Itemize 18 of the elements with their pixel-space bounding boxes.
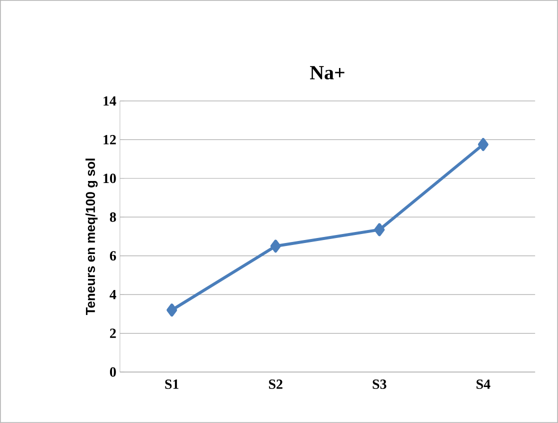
point [270, 240, 281, 253]
y-tick-label: 10 [104, 174, 116, 184]
chart-title: Na+ [310, 66, 344, 80]
point [166, 304, 178, 317]
y-tick-label: 8 [110, 212, 116, 222]
y-axis-title: Teneurs en meq/100 g sol [85, 158, 98, 316]
x-tick-label: S1 [165, 380, 178, 389]
y-tick-label: 4 [110, 290, 116, 300]
x-tick-label: S4 [476, 380, 490, 389]
x-tick-label: S2 [269, 380, 282, 389]
y-tick-label: 0 [110, 367, 116, 377]
y-tick-label: 2 [110, 328, 116, 338]
y-tick-label: 12 [104, 135, 116, 144]
point [374, 223, 385, 236]
x-tick-label: S3 [372, 380, 386, 389]
y-tick-label: 6 [110, 251, 116, 261]
point [478, 138, 488, 152]
y-tick-label: 14 [104, 96, 116, 106]
